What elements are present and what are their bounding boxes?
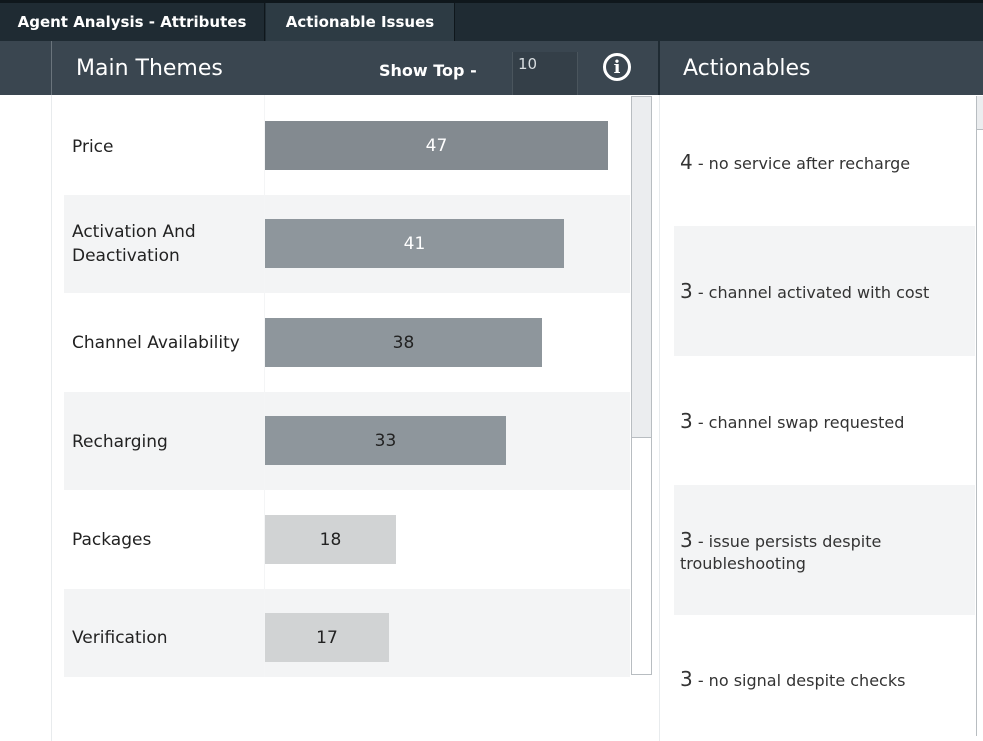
actionable-description: - no service after recharge: [692, 154, 911, 173]
actionables-scrollbar[interactable]: [976, 96, 983, 736]
theme-row[interactable]: Packages: [64, 490, 630, 588]
theme-bar[interactable]: 41: [265, 219, 564, 268]
theme-bar[interactable]: 18: [265, 515, 396, 564]
actionable-text: 3 - channel activated with cost: [680, 280, 970, 304]
actionable-text: 4 - no service after recharge: [680, 151, 970, 175]
header-divider: [658, 41, 660, 95]
theme-bar[interactable]: 38: [265, 318, 542, 367]
show-top-label: Show Top -: [379, 61, 477, 80]
themes-scrollbar-thumb[interactable]: [632, 97, 651, 438]
theme-bar[interactable]: 17: [265, 613, 389, 662]
actionables-scrollbar-thumb[interactable]: [976, 96, 983, 130]
actionables-header: Actionables: [660, 41, 983, 95]
theme-bar[interactable]: 33: [265, 416, 506, 465]
actionable-text: 3 - issue persists despite troubleshooti…: [680, 529, 970, 575]
actionable-count: 3: [680, 528, 693, 552]
actionable-description: - channel activated with cost: [692, 283, 930, 302]
left-panel-border: [51, 95, 52, 741]
theme-label: Activation And Deactivation: [72, 222, 196, 266]
actionable-count: 3: [680, 279, 693, 303]
actionable-text: 3 - no signal despite checks: [680, 668, 970, 692]
actionable-text: 3 - channel swap requested: [680, 410, 970, 434]
actionable-description: - channel swap requested: [692, 413, 905, 432]
bar-value-label: 41: [403, 233, 426, 254]
actionable-description: - no signal despite checks: [692, 671, 906, 690]
actionable-item[interactable]: 3 - no signal despite checks: [674, 614, 975, 741]
theme-label: Packages: [72, 530, 152, 550]
actionable-item[interactable]: 3 - channel swap requested: [674, 356, 975, 486]
theme-label: Verification: [72, 628, 168, 648]
actionable-item[interactable]: 3 - channel activated with cost: [674, 226, 975, 356]
theme-label: Channel Availability: [72, 333, 240, 353]
label-column-divider: [264, 95, 265, 677]
actionable-description: - issue persists despite troubleshooting: [680, 532, 882, 573]
header-left-spacer: [0, 41, 52, 95]
actionable-count: 3: [680, 409, 693, 433]
theme-row[interactable]: Channel Availability: [64, 293, 630, 391]
tab-agent-analysis-attributes[interactable]: Agent Analysis - Attributes: [0, 3, 265, 41]
bar-value-label: 33: [374, 430, 397, 451]
main-themes-title: Main Themes: [76, 56, 223, 81]
bar-value-label: 17: [316, 627, 338, 648]
bar-value-label: 38: [392, 332, 415, 353]
actionable-count: 3: [680, 667, 693, 691]
tab-bar-top-border: [0, 0, 983, 3]
tab-actionable-issues[interactable]: Actionable Issues: [266, 3, 455, 41]
bar-value-label: 18: [319, 529, 342, 550]
theme-label: Price: [72, 137, 114, 157]
panel-divider: [659, 95, 660, 741]
actionable-item[interactable]: 4 - no service after recharge: [674, 97, 975, 227]
theme-label: Recharging: [72, 432, 168, 452]
actionable-item[interactable]: 3 - issue persists despite troubleshooti…: [674, 485, 975, 615]
bar-value-label: 47: [425, 135, 448, 156]
theme-row[interactable]: Price: [64, 97, 630, 195]
info-icon[interactable]: i: [603, 53, 631, 81]
theme-bar[interactable]: 47: [265, 121, 608, 170]
actionable-count: 4: [680, 150, 693, 174]
show-top-input[interactable]: 10: [512, 52, 578, 95]
actionables-title: Actionables: [683, 56, 811, 81]
